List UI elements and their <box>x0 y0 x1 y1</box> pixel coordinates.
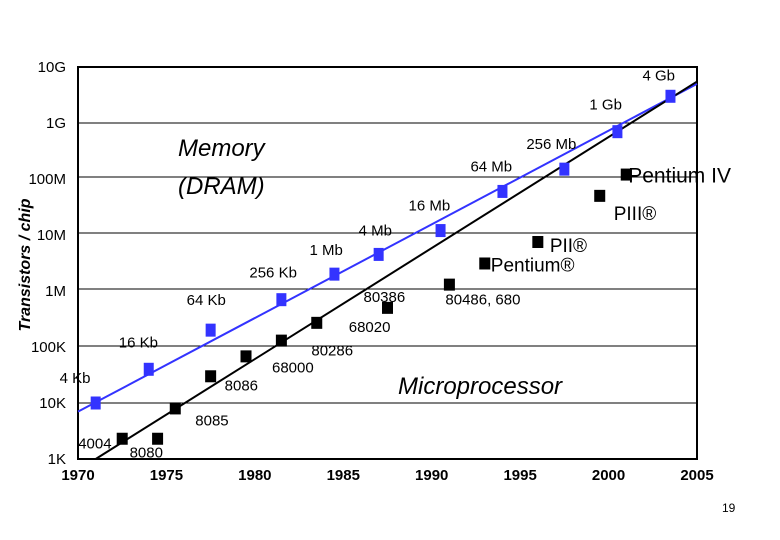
processor-point <box>116 432 128 445</box>
memory-point <box>612 125 623 139</box>
memory-point <box>143 362 154 376</box>
plot-area <box>77 66 698 460</box>
point-label: 8085 <box>195 412 228 429</box>
memory-point <box>329 267 340 281</box>
point-label: 80286 <box>311 343 353 360</box>
point-label: Pentium® <box>491 255 575 276</box>
processor-point <box>532 235 544 248</box>
point-label: 8080 <box>130 445 163 462</box>
page-number: 19 <box>722 501 736 515</box>
x-tick-label: 1985 <box>327 467 360 484</box>
point-label: 256 Kb <box>249 265 297 282</box>
point-label: 80486, 680 <box>445 292 520 309</box>
point-label: 4 Kb <box>60 370 91 387</box>
point-label: 80386 <box>364 289 406 306</box>
point-label: 1 Mb <box>309 242 342 259</box>
y-tick-label: 10M <box>37 227 66 244</box>
x-tick-label: 1990 <box>415 467 448 484</box>
x-tick-label: 2005 <box>680 467 713 484</box>
y-tick-label: 1M <box>45 283 66 300</box>
data-markers <box>90 89 676 445</box>
y-axis-ticks: 1K 10K 100K 1M 10M 100M 1G 10G <box>28 59 66 468</box>
processor-point <box>311 316 323 329</box>
y-tick-label: 10G <box>38 59 66 76</box>
memory-point <box>276 293 287 307</box>
processor-point <box>205 370 217 383</box>
point-label: 64 Mb <box>470 158 512 175</box>
point-label: 16 Mb <box>409 198 451 215</box>
processor-point <box>169 402 181 415</box>
trend-line <box>95 80 698 460</box>
point-label: 256 Mb <box>526 136 576 153</box>
point-label: 68000 <box>272 359 314 376</box>
y-tick-label: 100M <box>28 171 66 188</box>
x-tick-label: 1995 <box>503 467 536 484</box>
point-label: 8086 <box>225 377 258 394</box>
point-label: PIII® <box>614 204 657 225</box>
x-tick-label: 1975 <box>150 467 183 484</box>
point-label: 4004 <box>78 436 111 453</box>
point-label: 4 Gb <box>642 67 675 84</box>
y-tick-label: 100K <box>31 339 66 356</box>
memory-point <box>665 89 676 103</box>
processor-point <box>152 432 164 445</box>
processor-point <box>594 189 606 202</box>
y-tick-label: 1G <box>46 115 66 132</box>
memory-annotation-line1: Memory <box>178 135 267 162</box>
memory-point <box>435 224 446 238</box>
x-axis-ticks: 1970 1975 1980 1985 1990 1995 2000 2005 <box>61 467 713 484</box>
point-label: Pentium IV <box>628 165 731 188</box>
memory-point <box>559 162 570 176</box>
point-label: 68020 <box>349 319 391 336</box>
point-label: 64 Kb <box>187 292 226 309</box>
point-label: 4 Mb <box>359 222 392 239</box>
plot-frame <box>77 66 698 460</box>
memory-point <box>497 184 508 198</box>
x-tick-label: 1970 <box>61 467 94 484</box>
point-label: PII® <box>550 236 587 257</box>
memory-point <box>373 247 384 261</box>
y-axis-label: Transistors / chip <box>17 198 34 331</box>
trend-line <box>77 82 698 413</box>
x-tick-label: 1980 <box>238 467 271 484</box>
memory-point <box>205 323 216 337</box>
point-label: 16 Kb <box>119 334 158 351</box>
processor-annotation: Microprocessor <box>398 373 563 400</box>
processor-point <box>382 301 393 314</box>
point-labels: 4 Kb 16 Kb 64 Kb 256 Kb 1 Mb 4 Mb 16 Mb 64 Mb 25… <box>60 67 731 461</box>
processor-point <box>479 257 491 270</box>
processor-point <box>240 350 252 363</box>
processor-point <box>620 168 632 181</box>
trend-lines <box>77 80 698 460</box>
memory-point <box>90 396 101 410</box>
memory-annotation-line2: (DRAM) <box>178 173 265 200</box>
y-tick-label: 10K <box>39 395 66 412</box>
point-label: 1 Gb <box>589 97 622 114</box>
y-tick-label: 1K <box>48 451 66 468</box>
x-tick-label: 2000 <box>592 467 625 484</box>
processor-point <box>275 334 287 347</box>
processor-point <box>443 278 455 291</box>
